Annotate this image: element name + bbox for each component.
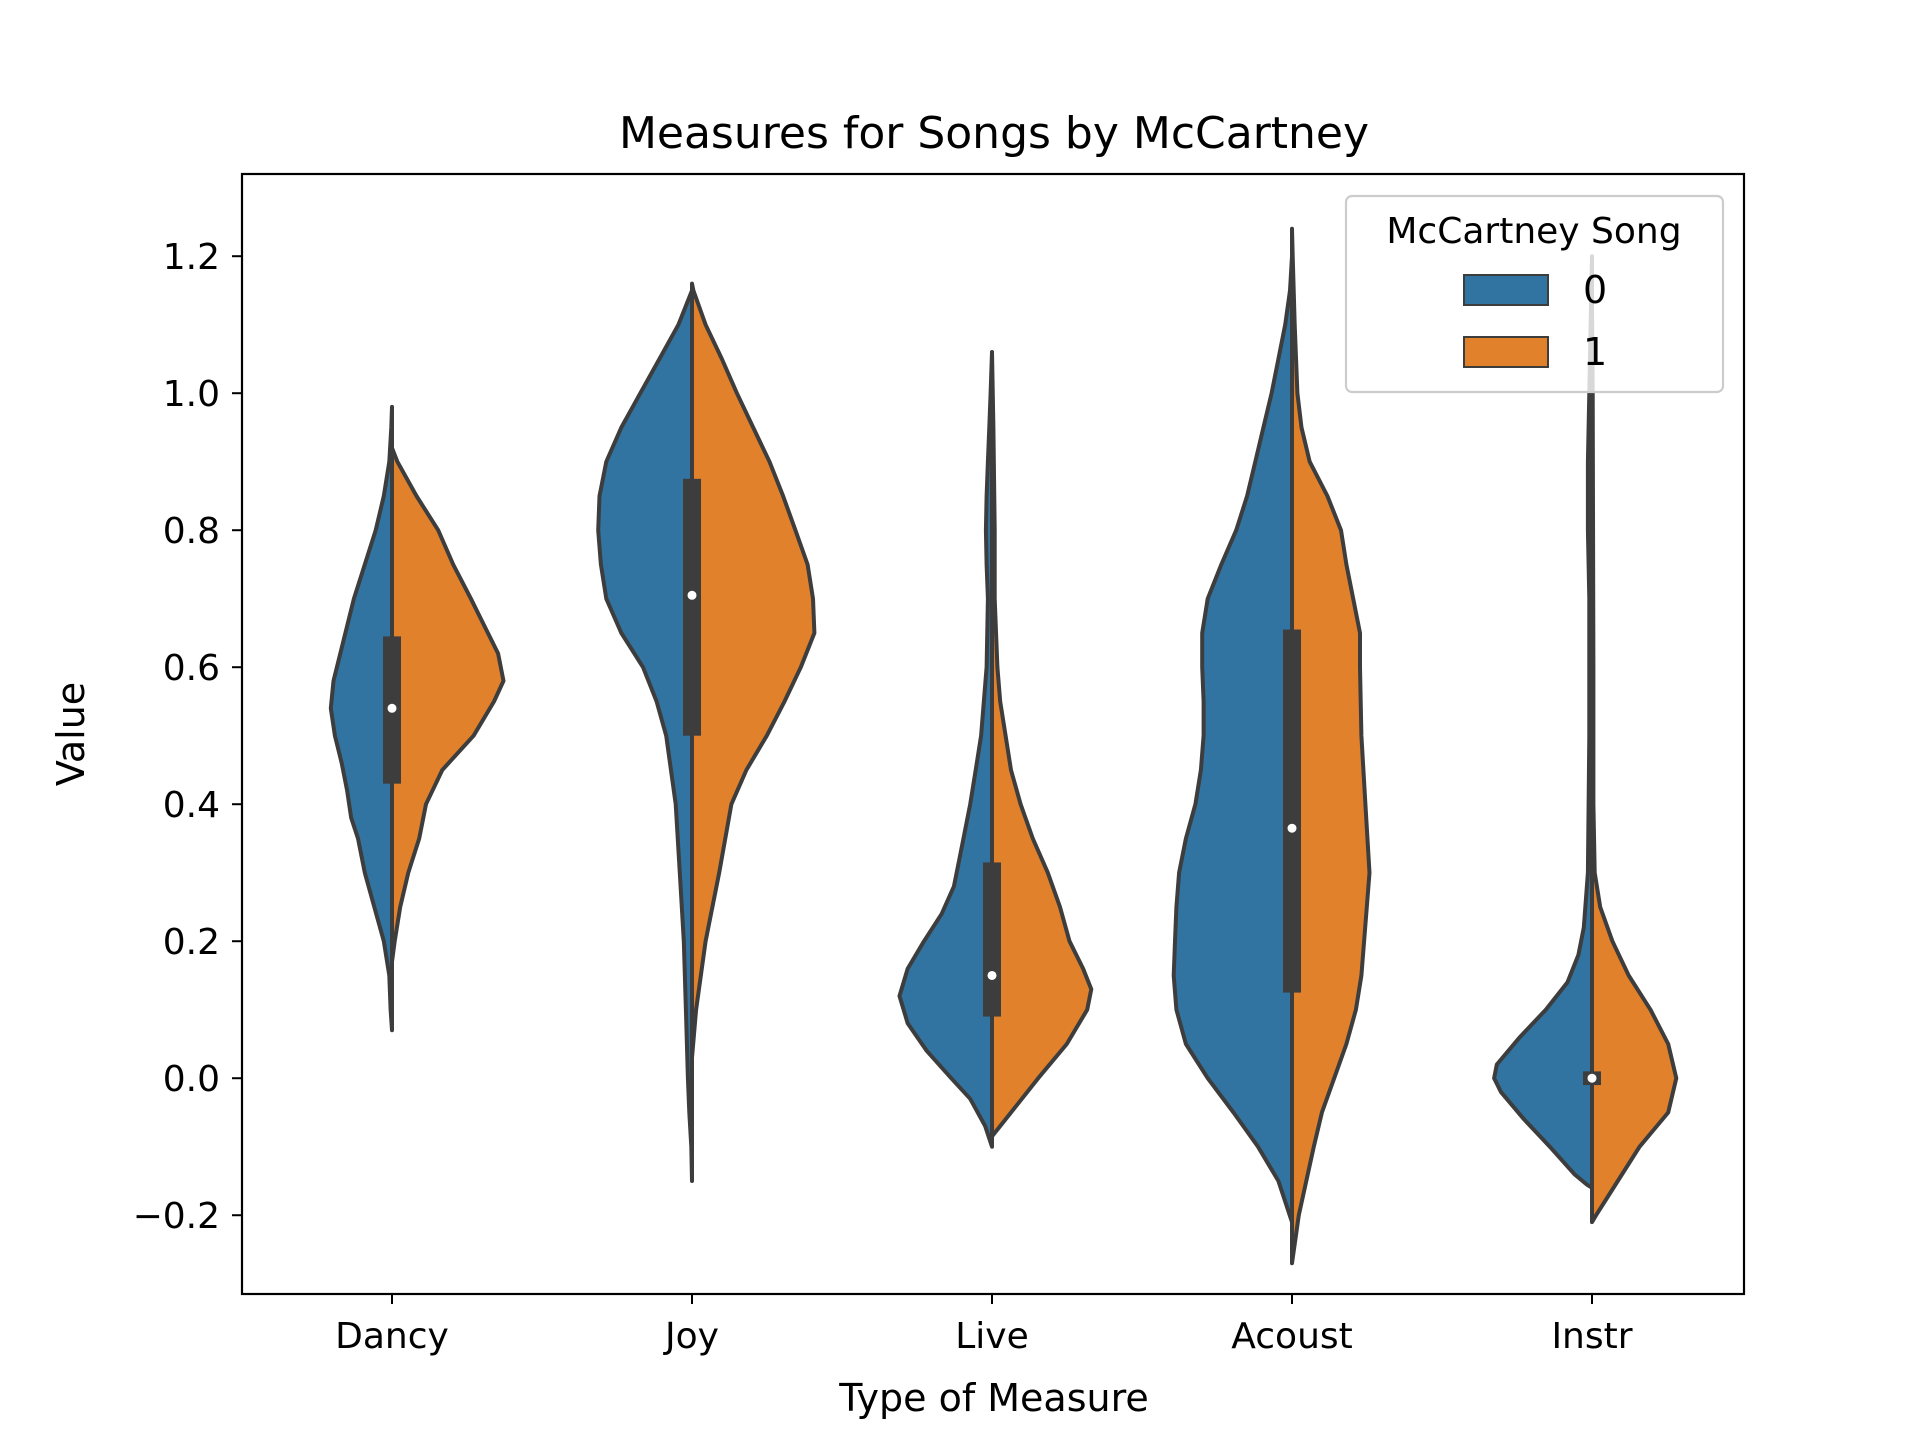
plot-frame	[240, 172, 1746, 1296]
x-tick-label-instr: Instr	[1551, 1316, 1632, 1357]
median-marker-acoust	[1287, 823, 1297, 833]
quartile-box-acoust	[1283, 629, 1301, 993]
x-tick-label-dancy: Dancy	[335, 1316, 449, 1357]
violin-live-series-1	[990, 350, 1094, 1139]
y-tick-label: 0.8	[163, 511, 220, 552]
plot-area	[328, 226, 1679, 1266]
legend-label-1: 1	[1583, 330, 1607, 374]
y-tick-label: 1.2	[163, 237, 220, 278]
violin-dancy-series-1	[390, 446, 506, 964]
legend-swatch-0	[1463, 274, 1549, 306]
y-axis-label: Value	[49, 682, 93, 786]
median-marker-instr	[1587, 1073, 1597, 1083]
x-axis-label: Type of Measure	[838, 1376, 1149, 1420]
median-marker-dancy	[387, 703, 397, 713]
median-marker-joy	[687, 590, 697, 600]
legend-swatch-1	[1463, 336, 1549, 368]
y-tick-label: 1.0	[163, 374, 220, 415]
violin-dancy-series-0	[328, 404, 394, 1033]
y-tick-label: 0.4	[163, 785, 220, 826]
median-marker-live	[987, 970, 997, 980]
violin-joy-series-1	[690, 281, 817, 1060]
legend-label-0: 0	[1583, 268, 1607, 312]
violin-live-series-0	[897, 350, 994, 1149]
violin-acoust-series-0	[1171, 254, 1294, 1225]
y-tick-label: 0.6	[163, 648, 220, 689]
violin-instr-series-1	[1590, 302, 1679, 1225]
x-tick-label-live: Live	[955, 1316, 1029, 1357]
x-tick-label-acoust: Acoust	[1231, 1316, 1353, 1357]
violin-joy-series-0	[596, 288, 694, 1183]
legend: McCartney Song 0 1	[1344, 194, 1725, 394]
y-axis-ticks: −0.2 0.0 0.2 0.4 0.6 0.8 1.0 1.2	[133, 237, 242, 1237]
violin-instr-series-0	[1492, 254, 1594, 1190]
quartile-box-live	[983, 862, 1001, 1017]
y-tick-label: −0.2	[133, 1196, 220, 1237]
quartile-box-joy	[683, 478, 701, 736]
legend-title: McCartney Song	[1386, 211, 1681, 252]
chart-title: Measures for Songs by McCartney	[619, 108, 1369, 159]
y-tick-label: 0.0	[163, 1059, 220, 1100]
violin-acoust-series-1	[1290, 226, 1372, 1266]
x-tick-label-joy: Joy	[663, 1316, 719, 1357]
y-tick-label: 0.2	[163, 922, 220, 963]
x-axis-ticks: Dancy Joy Live Acoust Instr	[335, 1294, 1633, 1357]
